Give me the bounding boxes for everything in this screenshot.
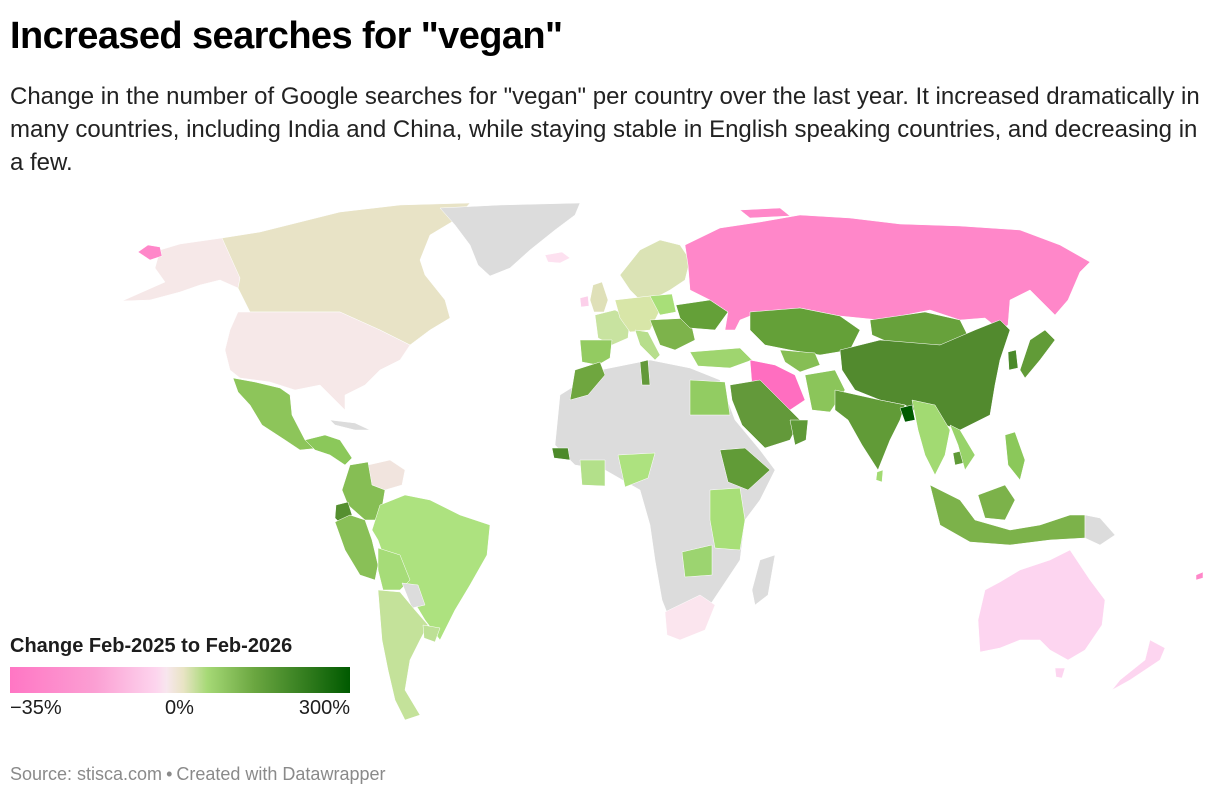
legend-mid-label: 0% [165,697,194,719]
country-greenland[interactable] [439,202,581,277]
country-saudi-arabia[interactable] [729,379,801,449]
footer-source: Source: stisca.com • Created with Datawrap… [10,764,385,785]
world-choropleth-map [121,202,1204,721]
country-italy[interactable] [634,329,661,361]
country-new-zealand[interactable] [1111,639,1166,691]
country-fiji[interactable] [1195,571,1204,581]
country-poland[interactable] [649,293,677,316]
country-morocco[interactable] [569,361,606,401]
country-peru[interactable] [334,514,379,581]
country-turkey[interactable] [689,347,753,369]
country-bangladesh[interactable] [899,404,916,423]
footer-separator: • [166,764,173,784]
color-legend: Change Feb-2025 to Feb-2026 −35% 0% 300% [10,634,350,725]
country-usa[interactable] [224,311,411,411]
country-kenya-tanzania[interactable] [709,487,746,551]
country-argentina-chile[interactable] [377,589,429,721]
country-japan[interactable] [1019,329,1056,379]
country-cuba[interactable] [329,419,371,431]
legend-ticks: −35% 0% 300% [10,697,350,725]
country-ethiopia[interactable] [719,447,771,491]
country-alaska-usa[interactable] [121,237,241,302]
country-uruguay[interactable] [422,624,441,643]
country-vietnam[interactable] [949,424,976,471]
country-papua-new-guinea[interactable] [1084,514,1116,546]
chart-subtitle: Change in the number of Google searches … [10,83,1200,176]
country-paraguay[interactable] [401,582,426,609]
country-sri-lanka[interactable] [875,469,884,483]
country-madagascar[interactable] [751,554,776,606]
country-russia-arctic-islands[interactable] [739,207,791,219]
country-zambia[interactable] [681,544,713,578]
country-russia[interactable] [684,214,1091,331]
country-china[interactable] [839,319,1011,431]
country-central-america[interactable] [304,434,353,466]
country-senegal[interactable] [551,447,571,461]
country-ireland[interactable] [579,295,590,308]
credit-text: Created with Datawrapper [176,764,386,784]
country-kazakhstan-central-asia[interactable] [749,307,861,356]
country-scandinavia[interactable] [619,239,691,301]
country-oman[interactable] [789,419,809,446]
legend-gradient-bar [10,667,350,693]
country-philippines[interactable] [1004,431,1026,481]
country-myanmar-thailand[interactable] [911,399,951,476]
chart-title: Increased searches for "vegan" [10,15,563,57]
country-ivory-coast-ghana[interactable] [579,459,606,487]
legend-title: Change Feb-2025 to Feb-2026 [10,635,293,657]
legend-min-label: −35% [10,697,62,719]
country-nigeria[interactable] [617,452,656,488]
country-tunisia[interactable] [639,359,651,386]
country-india[interactable] [834,389,906,471]
country-iceland[interactable] [544,251,571,264]
country-australia[interactable] [977,549,1106,661]
country-africa-no-data[interactable] [554,359,776,626]
country-uzbekistan[interactable] [779,349,821,373]
country-south-korea[interactable] [1007,349,1019,371]
country-united-kingdom[interactable] [589,281,609,313]
country-egypt[interactable] [689,379,731,416]
legend-max-label: 300% [298,697,350,719]
source-text: Source: stisca.com [10,764,163,784]
country-south-africa[interactable] [664,594,716,641]
country-tasmania[interactable] [1054,667,1066,679]
country-bolivia[interactable] [377,547,411,591]
country-borneo[interactable] [977,484,1016,521]
country-spain[interactable] [579,339,613,366]
country-russia-far-east-chukotka[interactable] [137,244,163,261]
